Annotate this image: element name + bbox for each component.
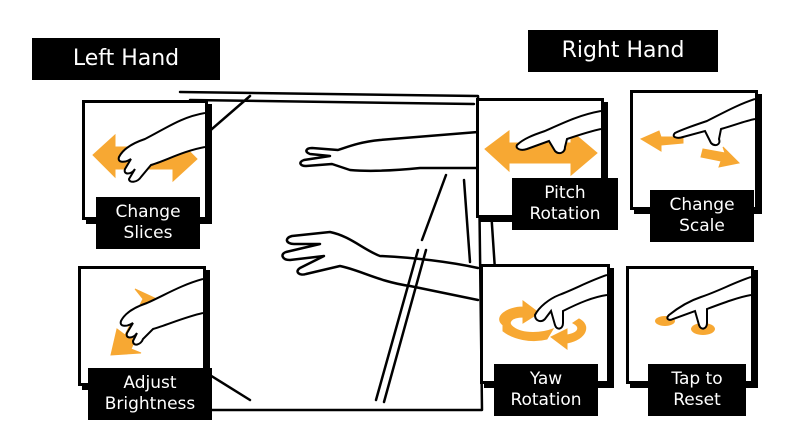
lower-arm xyxy=(281,230,480,302)
pinch-icon xyxy=(639,98,755,168)
hand-swipe-icon xyxy=(92,112,205,183)
two-finger-swipe-icon xyxy=(484,110,601,177)
yaw-rotation-label: Yaw Rotation xyxy=(494,364,598,416)
adjust-brightness-panel xyxy=(78,266,206,386)
adjust-brightness-label: Adjust Brightness xyxy=(88,368,212,420)
right-hand-title: Right Hand xyxy=(528,30,718,72)
tap-icon xyxy=(655,276,751,335)
left-hand-title: Left Hand xyxy=(32,38,220,80)
tap-to-reset-label: Tap to Reset xyxy=(648,364,746,416)
hand-vertical-swipe-icon xyxy=(110,278,203,356)
upper-arm xyxy=(299,130,480,173)
change-scale-label: Change Scale xyxy=(650,190,754,242)
change-slices-label: Change Slices xyxy=(96,197,200,249)
rotate-icon xyxy=(499,274,607,350)
pitch-rotation-label: Pitch Rotation xyxy=(512,178,618,230)
table-edge xyxy=(203,94,252,137)
table-outline xyxy=(178,90,484,412)
